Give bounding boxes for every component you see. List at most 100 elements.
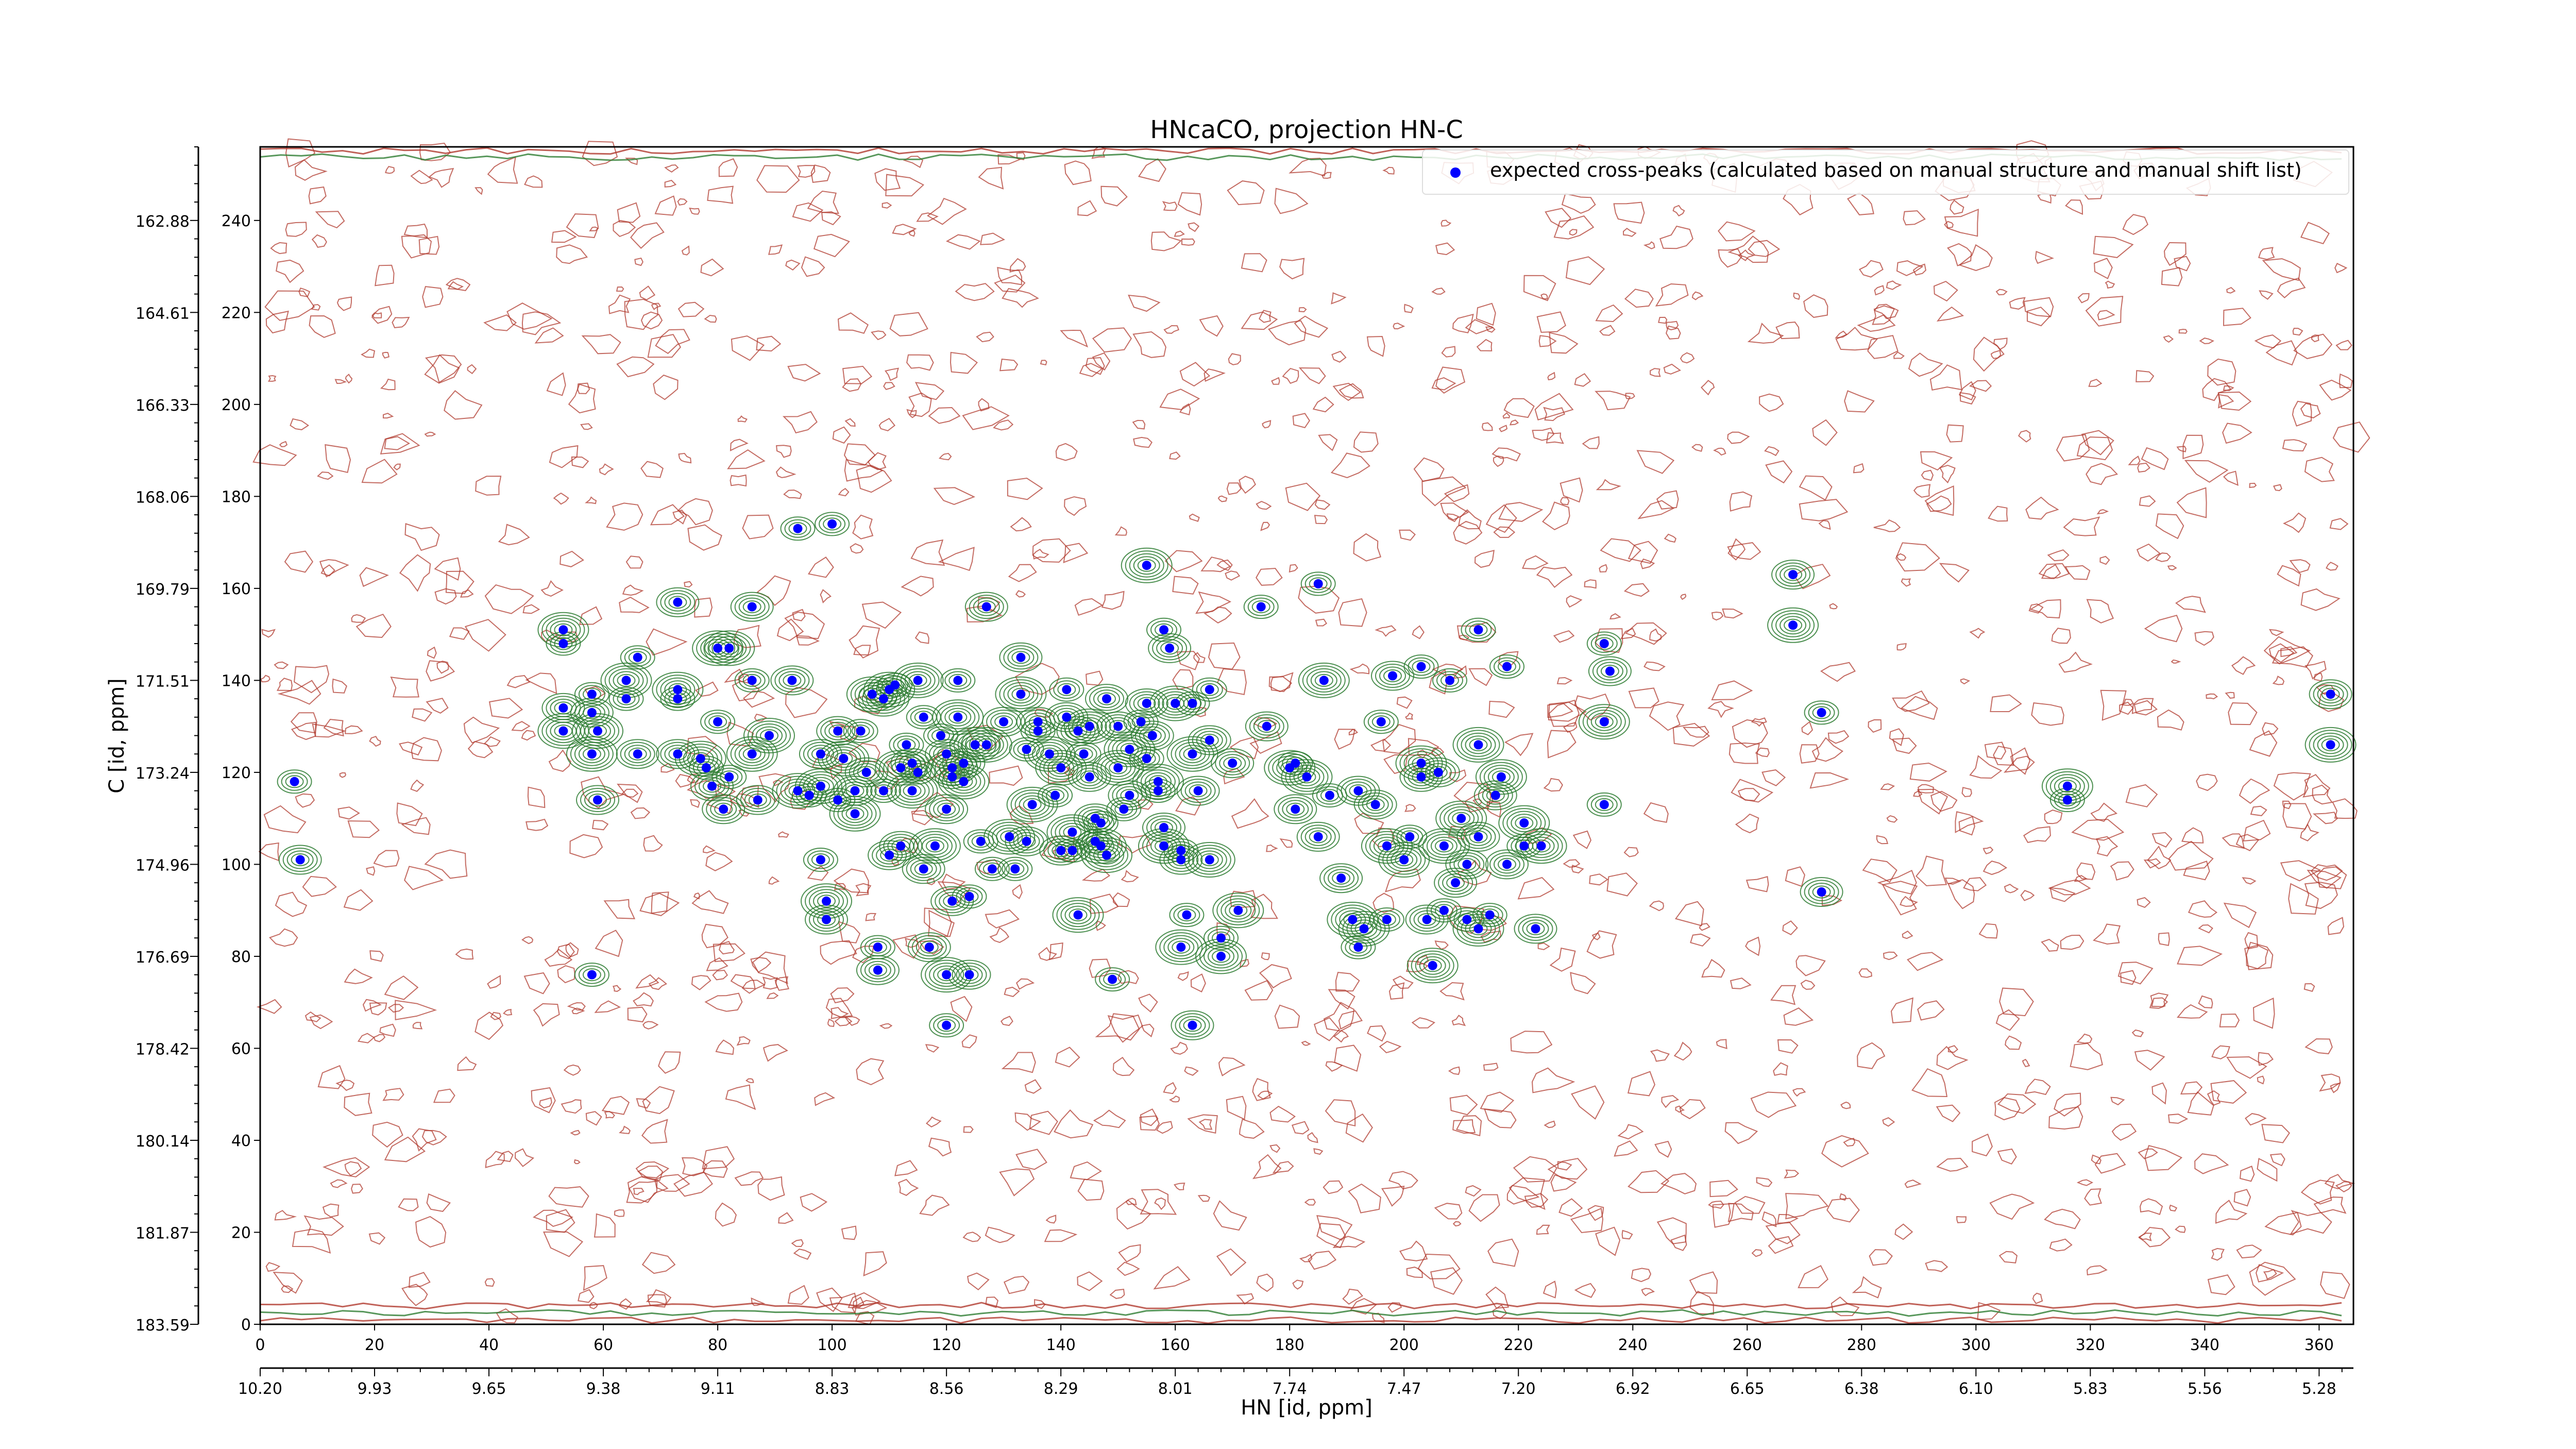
peak-contour	[809, 907, 844, 932]
noise-contour	[863, 1251, 887, 1277]
y-ppm-tick-label: 178.42	[135, 1040, 190, 1058]
noise-contour	[424, 849, 468, 879]
noise-contour	[2176, 1004, 2208, 1019]
noise-contour	[2047, 549, 2070, 562]
expected-peak-point	[867, 689, 877, 699]
noise-contour	[1225, 570, 1241, 581]
peak-contour	[1099, 970, 1126, 989]
x-ppm-tick-label: 9.38	[586, 1380, 621, 1398]
peak-contour	[706, 797, 741, 821]
peak-contour	[1120, 743, 1139, 756]
noise-contour	[1048, 942, 1063, 961]
peak-contour	[668, 596, 687, 609]
expected-peak-point	[861, 767, 871, 777]
noise-contour	[589, 226, 599, 231]
noise-contour	[1566, 595, 1583, 608]
noise-contour	[2136, 543, 2161, 562]
peak-contour	[1406, 948, 1459, 984]
peak-contour	[811, 747, 830, 761]
peak-contour	[949, 727, 1001, 763]
peak-contour	[1036, 745, 1063, 764]
noise-contour	[1485, 1286, 1510, 1309]
peak-contour	[1780, 565, 1807, 584]
noise-contour	[1504, 733, 1534, 756]
x-ppm-tick-label: 10.20	[238, 1380, 282, 1398]
noise-contour	[2093, 235, 2134, 258]
noise-contour	[369, 950, 384, 962]
expected-peak-point	[1788, 620, 1798, 630]
noise-contour	[626, 1176, 658, 1204]
noise-contour	[1969, 755, 2003, 779]
peak-contour	[914, 862, 933, 875]
noise-contour	[625, 555, 643, 569]
expected-peak-point	[913, 767, 923, 777]
peak-contour	[1486, 789, 1505, 802]
noise-contour	[1936, 306, 1964, 322]
noise-contour	[704, 992, 743, 1012]
peak-contour	[2317, 685, 2344, 704]
peak-contour	[738, 745, 766, 764]
noise-contour	[2289, 559, 2311, 574]
x-ppm-tick-label: 7.47	[1387, 1380, 1421, 1398]
noise-contour	[2094, 1153, 2126, 1174]
peak-contour	[1038, 783, 1073, 807]
noise-contour	[2158, 932, 2170, 946]
noise-contour	[544, 949, 573, 967]
noise-contour	[705, 852, 733, 871]
noise-contour	[1024, 1079, 1042, 1094]
expected-peak-point	[936, 731, 945, 740]
peak-contour	[608, 686, 644, 711]
peak-contour	[937, 802, 956, 816]
peak-contour	[820, 719, 856, 744]
peak-contour	[1046, 789, 1065, 802]
noise-contour	[1674, 901, 1704, 926]
noise-contour	[2268, 643, 2295, 663]
noise-contour	[768, 244, 783, 255]
noise-contour	[1465, 319, 1494, 334]
peak-contour	[882, 676, 909, 695]
peak-contour	[580, 719, 615, 744]
noise-contour	[568, 383, 596, 414]
noise-contour	[1713, 447, 1726, 456]
expected-peak-point	[1502, 860, 1512, 869]
peak-contour	[1353, 789, 1397, 820]
noise-contour	[1298, 367, 1326, 384]
noise-contour	[905, 938, 919, 948]
noise-contour	[1153, 1266, 1191, 1290]
noise-contour	[2244, 945, 2269, 969]
expected-peak-point	[673, 685, 683, 695]
expected-peak-point	[621, 694, 631, 704]
noise-contour	[419, 142, 451, 161]
noise-contour	[2304, 1038, 2333, 1054]
noise-contour	[571, 1007, 585, 1015]
peak-contour	[811, 780, 830, 793]
noise-contour	[1929, 364, 1962, 391]
noise-contour	[2252, 997, 2275, 1029]
peak-contour	[1511, 814, 1538, 833]
peak-contour	[1812, 885, 1831, 899]
peak-contour	[1804, 700, 1839, 725]
noise-contour	[2085, 296, 2124, 327]
peak-contour	[906, 856, 941, 881]
noise-contour	[258, 842, 280, 862]
noise-contour	[1002, 288, 1039, 308]
noise-contour	[1826, 1198, 1860, 1223]
peak-contour	[1127, 712, 1155, 731]
noise-contour	[1785, 1193, 1829, 1220]
expected-peak-point	[833, 795, 843, 805]
noise-contour	[1946, 424, 1964, 443]
noise-contour	[1548, 701, 1587, 722]
noise-contour	[2004, 884, 2019, 894]
noise-contour	[1690, 933, 1711, 947]
noise-contour	[2320, 1271, 2350, 1299]
noise-contour	[1269, 1144, 1281, 1153]
peak-contour	[807, 777, 834, 796]
noise-contour	[1649, 900, 1665, 912]
noise-contour	[2010, 747, 2030, 775]
peak-contour	[1159, 932, 1203, 963]
noise-contour	[2058, 651, 2093, 673]
noise-contour	[1468, 1194, 1500, 1222]
peak-contour	[1458, 857, 1477, 871]
noise-contour	[447, 281, 464, 290]
expected-peak-point	[558, 703, 568, 713]
